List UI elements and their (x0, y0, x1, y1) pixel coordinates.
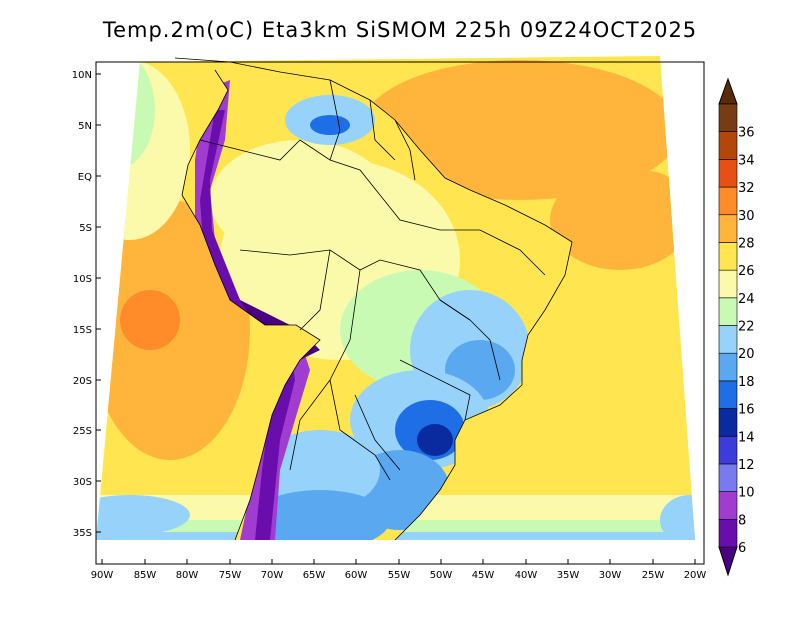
colorbar-label: 10 (738, 486, 755, 501)
colorbar-label: 32 (738, 181, 755, 196)
colorbar-box (718, 242, 738, 271)
colorbar-label: 36 (738, 126, 755, 141)
lat-label: 5N (78, 121, 92, 132)
colorbar-box (718, 380, 738, 409)
lat-label: 25S (73, 426, 92, 437)
lat-label: 10S (73, 274, 92, 285)
colorbar-label: 8 (738, 513, 746, 528)
colorbar-box (718, 463, 738, 492)
lon-label: 60W (345, 570, 368, 581)
colorbar-box (718, 408, 738, 437)
lat-label: 10N (72, 70, 92, 81)
lat-label: 20S (73, 376, 92, 387)
colorbar-label: 14 (738, 430, 755, 445)
lat-axis: 10N 5N EQ 5S 10S 15S 20S 25S 30S 35S (72, 70, 101, 539)
colorbar-box (718, 131, 738, 160)
colorbar-box (718, 214, 738, 243)
plot-frame (95, 61, 705, 565)
colorbar-box (718, 519, 738, 548)
lon-label: 25W (642, 570, 665, 581)
lat-label: 5S (79, 223, 92, 234)
colorbar-box (718, 159, 738, 188)
lon-label: 75W (219, 570, 242, 581)
colorbar-label: 24 (738, 292, 755, 307)
colorbar-label: 22 (738, 320, 755, 335)
colorbar-box (718, 325, 738, 354)
country-borders (174, 57, 573, 541)
lon-label: 45W (472, 570, 495, 581)
lon-label: 50W (430, 570, 453, 581)
lon-label: 35W (557, 570, 580, 581)
lon-label: 30W (599, 570, 622, 581)
colorbar-label: 16 (738, 403, 755, 418)
lon-label: 90W (91, 570, 114, 581)
colorbar: 6 8 10 12 14 16 18 20 22 24 26 28 30 32 34 36 (718, 77, 755, 577)
colorbar-box (718, 103, 738, 132)
lon-label: 55W (388, 570, 411, 581)
colorbar-label: 12 (738, 458, 755, 473)
colorbar-box (718, 297, 738, 326)
colorbar-box (718, 352, 738, 382)
lat-label: 30S (73, 477, 92, 488)
lon-label: 20W (684, 570, 707, 581)
lat-label: 35S (73, 528, 92, 539)
colorbar-label: 28 (738, 236, 755, 251)
colorbar-box (718, 269, 738, 299)
lon-label: 70W (261, 570, 284, 581)
colorbar-label: 18 (738, 375, 755, 390)
colorbar-box (718, 491, 738, 520)
lat-label: EQ (78, 172, 92, 183)
lon-label: 85W (134, 570, 157, 581)
colorbar-label: 30 (738, 209, 755, 224)
lon-axis: 90W 85W 80W 75W 70W 65W 60W 55W 50W 45W … (91, 559, 707, 581)
colorbar-box (718, 435, 738, 465)
colorbar-label: 20 (738, 347, 755, 362)
colorbar-low-arrow (718, 546, 738, 577)
lon-label: 80W (176, 570, 199, 581)
colorbar-label: 26 (738, 264, 755, 279)
colorbar-box (718, 186, 738, 216)
lon-label: 40W (515, 570, 538, 581)
map-title: Temp.2m(oC) Eta3km SiSMOM 225h 09Z24OCT2… (102, 18, 698, 42)
lat-label: 15S (73, 325, 92, 336)
lon-label: 65W (303, 570, 326, 581)
colorbar-label: 6 (738, 541, 746, 556)
temperature-field (96, 56, 695, 540)
colorbar-label: 34 (738, 153, 755, 168)
colorbar-high-arrow (718, 77, 738, 105)
